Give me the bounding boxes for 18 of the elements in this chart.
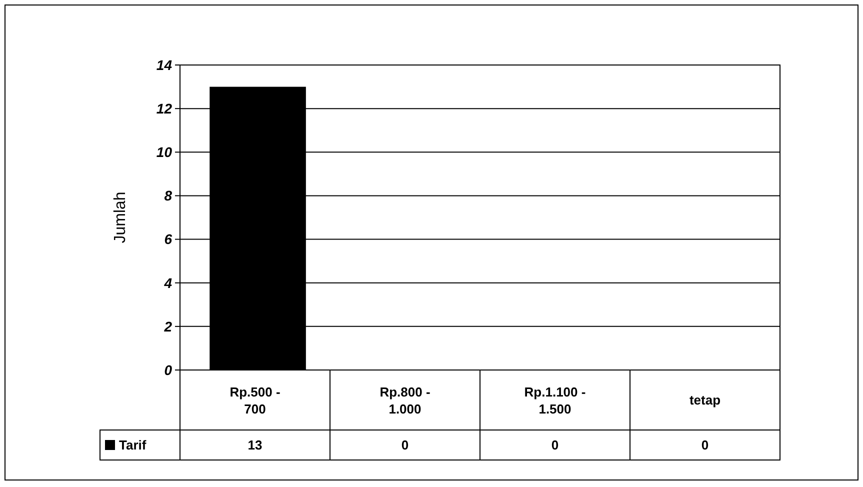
data-label: 0 [551, 438, 559, 453]
y-tick-label: 2 [163, 318, 172, 334]
y-tick-label: 6 [164, 231, 172, 248]
y-axis-title: Jumlah [112, 192, 129, 244]
x-tick-label: Rp.1.100 - 1.500 [524, 384, 586, 417]
y-tick-label: 14 [156, 56, 172, 73]
data-label: 0 [401, 438, 409, 453]
data-label: 0 [701, 438, 709, 453]
y-tick-label: 0 [164, 362, 172, 378]
x-tick-label: Rp.800 - 1.000 [380, 384, 430, 417]
y-tick-label: 10 [156, 144, 172, 160]
x-tick-label: Rp.500 - 700 [230, 384, 280, 417]
y-tick-label: 4 [163, 274, 172, 291]
y-tick-label: 12 [156, 100, 172, 116]
x-tick-label: tetap [689, 392, 721, 408]
data-label: 13 [248, 438, 262, 453]
legend-label: Tarif [119, 438, 147, 453]
y-tick-label: 8 [164, 188, 172, 204]
